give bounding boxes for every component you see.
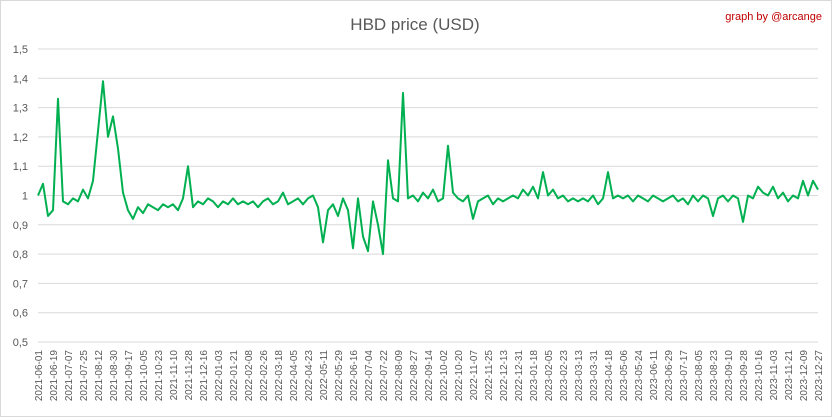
x-tick-label: 2022-01-21 [229, 350, 240, 402]
x-tick-label: 2023-04-18 [604, 350, 615, 402]
x-tick-label: 2023-08-05 [694, 350, 705, 402]
x-tick-label: 2023-02-23 [559, 350, 570, 402]
y-tick-label: 0,7 [13, 278, 28, 290]
x-tick-label: 2023-02-05 [544, 350, 555, 402]
x-tick-label: 2023-12-27 [814, 350, 825, 402]
x-tick-label: 2022-09-14 [424, 350, 435, 402]
x-tick-label: 2022-12-13 [499, 350, 510, 402]
price-line [37, 80, 819, 256]
chart-title: HBD price (USD) [350, 15, 479, 34]
x-tick-label: 2022-10-02 [439, 350, 450, 402]
x-tick-label: 2022-11-07 [469, 350, 480, 401]
x-tick-label: 2023-06-11 [649, 350, 660, 401]
x-tick-label: 2023-05-06 [619, 350, 630, 402]
y-tick-label: 1 [22, 191, 28, 203]
x-tick-label: 2023-05-24 [634, 350, 645, 402]
x-tick-label: 2022-08-09 [394, 350, 405, 402]
x-tick-label: 2022-06-16 [349, 350, 360, 402]
x-tick-label: 2021-11-10 [169, 350, 180, 401]
x-tick-label: 2023-09-10 [724, 350, 735, 402]
x-tick-label: 2021-10-23 [154, 350, 165, 402]
annotation: graph by @arcange [725, 11, 822, 23]
x-tick-label: 2021-07-07 [64, 350, 75, 402]
y-tick-label: 1,4 [13, 73, 28, 85]
x-tick-label: 2021-06-19 [49, 350, 60, 402]
x-tick-label: 2021-07-25 [79, 350, 90, 402]
x-tick-label: 2023-06-29 [664, 350, 675, 402]
x-tick-label: 2021-10-05 [139, 350, 150, 402]
y-tick-label: 0,8 [13, 249, 28, 261]
x-tick-label: 2023-10-16 [754, 350, 765, 402]
x-tick-label: 2022-08-27 [409, 350, 420, 402]
x-tick-label: 2023-08-23 [709, 350, 720, 402]
x-tick-label: 2022-10-20 [454, 350, 465, 402]
x-tick-label: 2022-07-22 [379, 350, 390, 402]
x-tick-label: 2022-04-23 [304, 350, 315, 402]
x-tick-label: 2023-11-03 [769, 350, 780, 401]
x-tick-label: 2022-02-26 [259, 350, 270, 402]
x-tick-label: 2022-02-08 [244, 350, 255, 402]
x-tick-label: 2022-05-29 [334, 350, 345, 402]
x-tick-label: 2023-07-17 [679, 350, 690, 402]
x-tick-label: 2023-01-18 [529, 350, 540, 402]
y-tick-label: 1,1 [13, 161, 28, 173]
x-tick-label: 2023-12-09 [799, 350, 810, 402]
y-tick-label: 0,5 [13, 337, 28, 349]
x-tick-label: 2021-12-16 [199, 350, 210, 402]
x-tick-label: 2023-11-21 [784, 350, 795, 401]
x-tick-label: 2023-03-13 [574, 350, 585, 402]
x-tick-label: 2021-09-17 [124, 350, 135, 402]
x-tick-label: 2022-07-04 [364, 350, 375, 402]
x-tick-label: 2023-03-31 [589, 350, 600, 402]
x-tick-label: 2021-06-01 [34, 350, 45, 402]
x-tick-label: 2021-08-12 [94, 350, 105, 402]
x-tick-label: 2021-08-30 [109, 350, 120, 402]
x-tick-label: 2022-11-25 [484, 350, 495, 401]
x-tick-label: 2022-01-03 [214, 350, 225, 402]
x-tick-label: 2022-12-31 [514, 350, 525, 402]
x-tick-label: 2022-03-18 [274, 350, 285, 402]
y-tick-label: 1,3 [13, 103, 28, 115]
y-tick-label: 1,5 [13, 44, 28, 56]
x-tick-label: 2022-05-11 [319, 350, 330, 401]
x-tick-label: 2023-09-28 [739, 350, 750, 402]
x-tick-label: 2021-11-28 [184, 350, 195, 401]
x-tick-label: 2022-04-05 [289, 350, 300, 402]
y-tick-label: 0,9 [13, 220, 28, 232]
y-tick-label: 1,2 [13, 132, 28, 144]
y-tick-label: 0,6 [13, 308, 28, 320]
